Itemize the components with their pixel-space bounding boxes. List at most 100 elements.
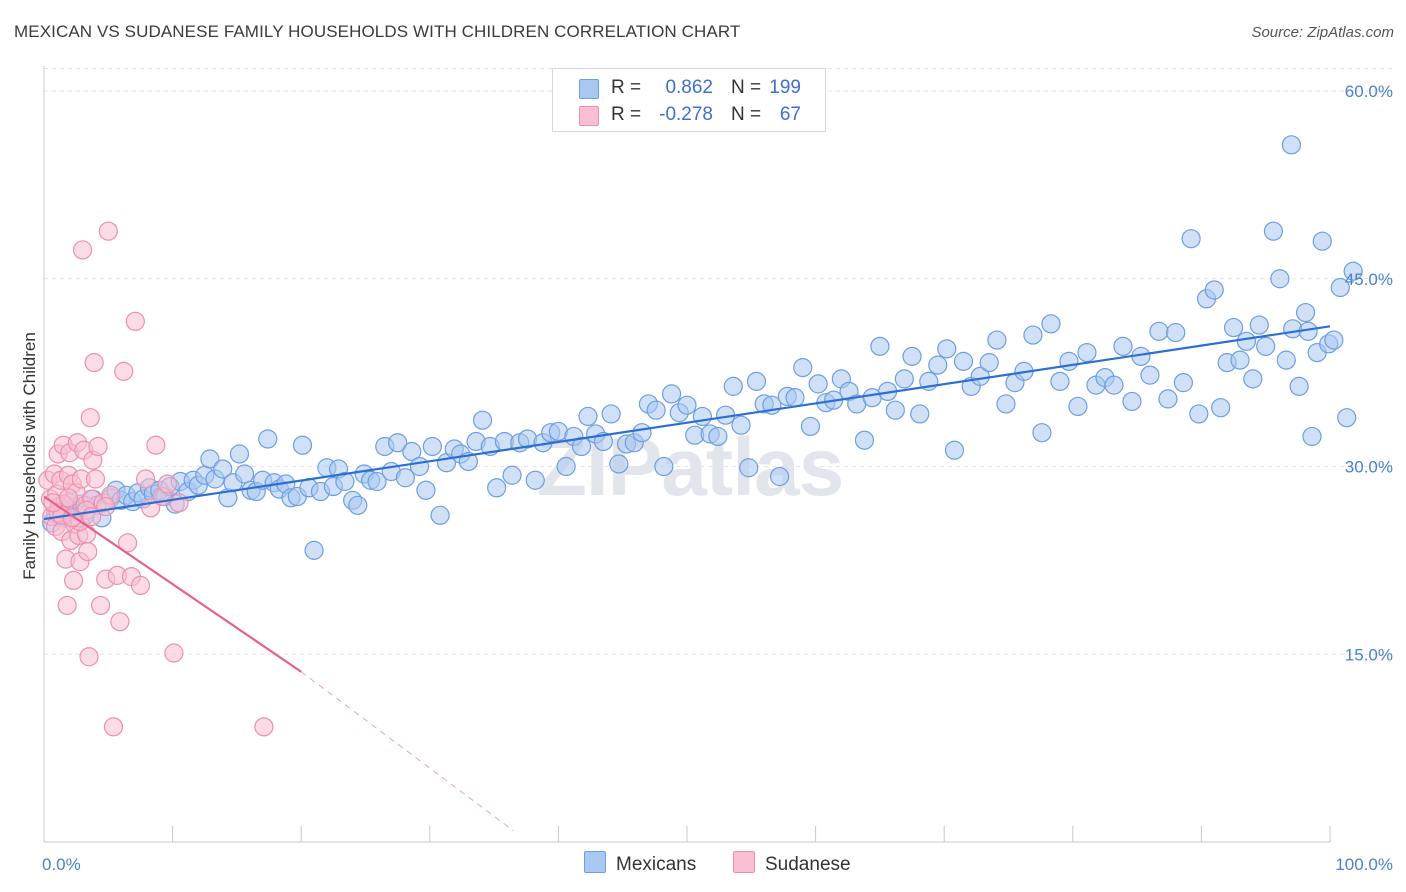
legend-swatch-sudanese — [579, 106, 599, 126]
data-point-mexicans — [854, 430, 875, 450]
data-point-mexicans — [800, 416, 821, 437]
legend-r-value: 0.862 — [665, 77, 713, 98]
data-point-sudanese — [63, 570, 84, 591]
data-point-sudanese — [135, 469, 156, 489]
y-tick-label: 15.0% — [1345, 645, 1393, 664]
data-point-mexicans — [367, 471, 387, 492]
data-point-sudanese — [80, 408, 100, 428]
data-point-mexicans — [723, 376, 743, 396]
data-point-mexicans — [304, 540, 324, 560]
data-point-mexicans — [487, 478, 507, 498]
data-point-mexicans — [1337, 408, 1357, 428]
data-point-mexicans — [654, 456, 674, 477]
data-point-mexicans — [422, 436, 442, 457]
trend-extension-sudanese — [300, 671, 514, 832]
data-point-sudanese — [88, 436, 108, 457]
data-point-mexicans — [1023, 325, 1043, 345]
legend-row-mexicans: R = 0.862 N = 199 — [553, 73, 825, 101]
legend-label-sudanese: Sudanese — [765, 854, 851, 875]
data-point-sudanese — [114, 361, 134, 381]
data-point-mexicans — [1243, 369, 1263, 389]
data-point-mexicans — [1324, 330, 1344, 350]
legend-label-mexicans: Mexicans — [616, 854, 697, 875]
legend-r-label: R = — [611, 77, 642, 98]
data-point-mexicans — [692, 406, 713, 427]
data-point-mexicans — [1270, 269, 1290, 289]
y-tick-labels: 15.0% 30.0% 45.0% 60.0% — [1345, 82, 1393, 664]
data-point-sudanese — [58, 488, 79, 508]
legend-n-label: N = — [731, 104, 762, 125]
y-axis-label: Family Households with Children — [20, 332, 39, 580]
data-point-mexicans — [213, 459, 233, 479]
data-point-mexicans — [937, 339, 957, 359]
data-point-mexicans — [632, 423, 652, 443]
data-point-mexicans — [785, 388, 805, 408]
data-point-mexicans — [1276, 350, 1296, 370]
data-point-mexicans — [870, 336, 890, 356]
data-point-mexicans — [348, 495, 368, 515]
data-point-mexicans — [430, 505, 450, 525]
data-point-mexicans — [525, 470, 545, 490]
data-point-mexicans — [661, 384, 682, 404]
data-point-mexicans — [1166, 322, 1186, 343]
data-point-mexicans — [200, 449, 220, 469]
data-point-mexicans — [609, 454, 629, 474]
data-point-mexicans — [1140, 365, 1160, 385]
legend-r-value: -0.278 — [659, 104, 713, 125]
data-point-sudanese — [164, 643, 184, 663]
data-point-mexicans — [1041, 314, 1061, 334]
legend-item-mexicans[interactable]: Mexicans — [584, 851, 696, 876]
data-point-mexicans — [1330, 277, 1350, 298]
data-point-mexicans — [746, 371, 767, 391]
legend-swatch-mexicans — [584, 851, 606, 873]
data-point-mexicans — [1113, 336, 1133, 356]
x-tick-min: 0.0% — [42, 855, 81, 874]
chart-title: MEXICAN VS SUDANESE FAMILY HOUSEHOLDS WI… — [14, 22, 741, 41]
data-point-mexicans — [731, 415, 751, 435]
data-point-mexicans — [409, 456, 430, 477]
legend-n-label: N = — [731, 77, 762, 98]
data-point-mexicans — [1204, 280, 1224, 300]
data-point-mexicans — [601, 404, 621, 424]
data-point-mexicans — [1236, 331, 1257, 351]
legend-n-value: 199 — [769, 77, 801, 98]
data-point-mexicans — [1149, 321, 1169, 341]
data-point-mexicans — [1077, 342, 1097, 363]
data-point-mexicans — [402, 441, 422, 462]
data-point-mexicans — [292, 435, 313, 455]
data-point-mexicans — [1059, 351, 1079, 371]
trend-lines — [43, 325, 1331, 832]
data-point-mexicans — [1032, 423, 1052, 443]
data-point-sudanese — [169, 493, 189, 513]
data-point-mexicans — [1068, 396, 1088, 417]
legend-item-sudanese[interactable]: Sudanese — [733, 851, 851, 876]
data-point-mexicans — [808, 374, 828, 394]
data-point-mexicans — [1302, 426, 1322, 447]
data-point-mexicans — [1230, 350, 1250, 370]
grid-lines — [44, 67, 1393, 655]
data-point-sudanese — [84, 353, 104, 373]
axes — [43, 66, 1331, 843]
data-point-mexicans — [739, 458, 759, 478]
data-point-mexicans — [235, 464, 255, 484]
data-point-mexicans — [953, 351, 974, 371]
data-point-sudanese — [79, 647, 99, 667]
data-point-mexicans — [1158, 389, 1178, 409]
data-point-sudanese — [103, 717, 124, 737]
data-point-sudanese — [110, 612, 130, 632]
data-point-sudanese — [98, 221, 118, 241]
data-point-mexicans — [416, 480, 436, 500]
data-point-mexicans — [793, 358, 813, 378]
data-point-mexicans — [1256, 336, 1276, 356]
y-tick-label: 60.0% — [1345, 82, 1393, 101]
trend-line-mexicans — [43, 325, 1331, 521]
series-sudanese — [38, 221, 274, 737]
series-layer — [38, 135, 1363, 737]
y-tick-label: 45.0% — [1345, 270, 1393, 289]
data-point-mexicans — [1181, 229, 1201, 249]
data-point-mexicans — [1263, 221, 1284, 241]
data-point-mexicans — [646, 400, 666, 420]
data-point-mexicans — [902, 346, 922, 366]
data-point-mexicans — [987, 330, 1007, 350]
